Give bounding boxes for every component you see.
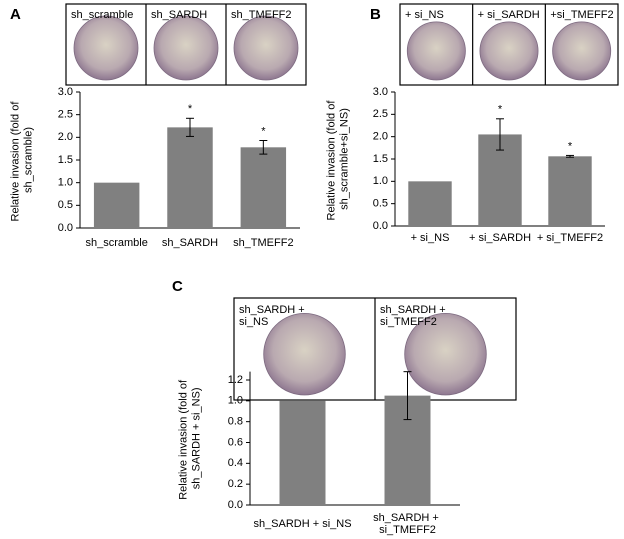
- x-tick-label: sh_SARDH + si_TMEFF2: [373, 512, 442, 536]
- y-tick-label: 1.0: [58, 177, 73, 189]
- y-tick-label: 0.2: [228, 478, 243, 490]
- y-tick-label: 1.0: [228, 395, 243, 407]
- bar: [548, 156, 592, 226]
- well-image: [552, 21, 612, 81]
- image-box: [399, 3, 619, 86]
- image-label: + si_SARDH: [478, 9, 540, 21]
- error-bar: [259, 140, 268, 155]
- image-label: +si_TMEFF2: [550, 9, 613, 21]
- bar: [240, 147, 287, 228]
- y-tick-label: 0.8: [228, 416, 243, 428]
- bar: [279, 400, 326, 505]
- y-tick-label: 1.0: [373, 175, 388, 187]
- x-tick-label: sh_scramble: [85, 237, 147, 249]
- x-tick-label: + si_TMEFF2: [537, 232, 603, 244]
- y-tick-label: 3.0: [58, 86, 73, 98]
- x-tick-label: + si_NS: [411, 232, 450, 244]
- image-label: sh_SARDH + si_TMEFF2: [380, 304, 449, 328]
- y-tick-label: 0.0: [228, 499, 243, 511]
- bar: [408, 181, 452, 226]
- y-tick-label: 2.0: [373, 131, 388, 143]
- image-label: + si_NS: [405, 9, 444, 21]
- y-tick-label: 0.5: [58, 199, 73, 211]
- image-label: sh_TMEFF2: [231, 9, 292, 21]
- y-tick-label: 0.6: [228, 436, 243, 448]
- y-tick-label: 3.0: [373, 86, 388, 98]
- panel-label: B: [370, 6, 381, 23]
- significance-mark: *: [188, 103, 193, 115]
- panel-label: A: [10, 6, 21, 23]
- x-tick-label: sh_SARDH: [162, 237, 218, 249]
- image-label: sh_SARDH + si_NS: [239, 304, 308, 328]
- y-tick-label: 0.5: [373, 198, 388, 210]
- well-image: [73, 15, 139, 81]
- well-image: [406, 21, 466, 81]
- panel-label: C: [172, 278, 183, 295]
- y-tick-label: 1.2: [228, 374, 243, 386]
- y-tick-label: 0.0: [58, 222, 73, 234]
- y-tick-label: 0.0: [373, 220, 388, 232]
- error-bar: [496, 118, 504, 151]
- y-axis-label: Relative invasion (fold of sh_scramble): [9, 99, 34, 222]
- y-tick-label: 1.5: [58, 154, 73, 166]
- error-bar: [186, 117, 194, 137]
- y-tick-label: 1.5: [373, 153, 388, 165]
- y-tick-label: 2.5: [58, 109, 73, 121]
- x-tick-label: sh_TMEFF2: [233, 237, 294, 249]
- significance-mark: *: [568, 140, 573, 152]
- well-image: [479, 21, 539, 81]
- well-image: [263, 313, 346, 396]
- x-tick-label: + si_SARDH: [469, 232, 531, 244]
- image-box: [65, 3, 307, 86]
- well-image: [153, 15, 219, 81]
- well-image: [404, 313, 487, 396]
- y-tick-label: 2.5: [373, 108, 388, 120]
- image-label: sh_SARDH: [151, 9, 207, 21]
- error-bar: [566, 154, 574, 158]
- x-tick-label: sh_SARDH + si_NS: [253, 518, 351, 530]
- y-tick-label: 2.0: [58, 131, 73, 143]
- bar: [167, 127, 213, 228]
- y-axis-label: Relative invasion (fold of sh_SARDH + si…: [177, 377, 202, 500]
- image-label: sh_scramble: [71, 9, 133, 21]
- y-tick-label: 0.4: [228, 457, 243, 469]
- significance-mark: *: [261, 125, 266, 137]
- y-axis-label: Relative invasion (fold of sh_scramble+s…: [325, 98, 350, 221]
- error-bar: [403, 371, 412, 421]
- bar: [93, 182, 140, 228]
- well-image: [233, 15, 299, 81]
- significance-mark: *: [498, 104, 503, 116]
